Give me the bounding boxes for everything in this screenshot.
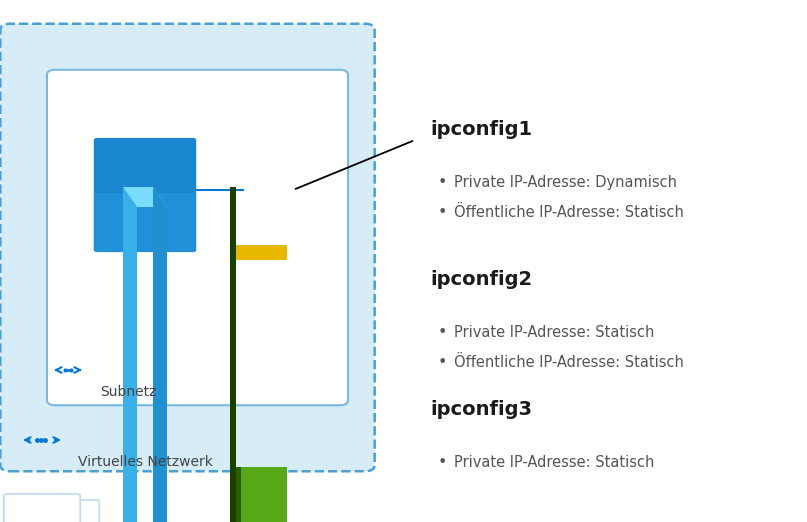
Text: Subnetz: Subnetz xyxy=(100,385,157,399)
FancyBboxPatch shape xyxy=(0,23,374,471)
FancyBboxPatch shape xyxy=(233,467,241,522)
Polygon shape xyxy=(123,187,137,522)
Text: ipconfig1: ipconfig1 xyxy=(430,120,532,139)
Text: •: • xyxy=(438,325,447,340)
FancyBboxPatch shape xyxy=(230,187,236,522)
FancyBboxPatch shape xyxy=(233,245,287,260)
Text: •: • xyxy=(438,205,447,220)
Text: Private IP-Adresse: Statisch: Private IP-Adresse: Statisch xyxy=(454,325,654,340)
FancyBboxPatch shape xyxy=(4,494,80,522)
Text: ipconfig2: ipconfig2 xyxy=(430,270,532,289)
Text: ipconfig3: ipconfig3 xyxy=(430,400,532,419)
Text: •: • xyxy=(438,455,447,470)
Text: Private IP-Adresse: Dynamisch: Private IP-Adresse: Dynamisch xyxy=(454,175,677,190)
Text: Virtuelles Netzwerk: Virtuelles Netzwerk xyxy=(78,455,213,469)
Text: Öffentliche IP-Adresse: Statisch: Öffentliche IP-Adresse: Statisch xyxy=(454,205,684,220)
FancyBboxPatch shape xyxy=(94,138,196,252)
FancyBboxPatch shape xyxy=(37,500,99,522)
Polygon shape xyxy=(123,187,167,207)
Text: Öffentliche IP-Adresse: Statisch: Öffentliche IP-Adresse: Statisch xyxy=(454,355,684,370)
Polygon shape xyxy=(153,187,167,522)
Text: Private IP-Adresse: Statisch: Private IP-Adresse: Statisch xyxy=(454,455,654,470)
Text: •: • xyxy=(438,355,447,370)
FancyBboxPatch shape xyxy=(47,70,348,405)
FancyBboxPatch shape xyxy=(233,467,287,522)
Text: •: • xyxy=(438,175,447,190)
FancyBboxPatch shape xyxy=(94,193,196,252)
